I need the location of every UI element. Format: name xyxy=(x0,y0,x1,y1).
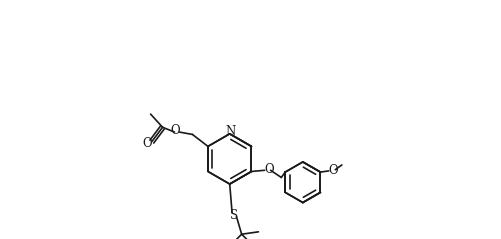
Text: N: N xyxy=(226,125,236,138)
Text: O: O xyxy=(328,164,338,177)
Text: O: O xyxy=(142,137,152,151)
Text: S: S xyxy=(230,209,238,222)
Text: O: O xyxy=(170,124,180,137)
Text: O: O xyxy=(264,163,274,176)
